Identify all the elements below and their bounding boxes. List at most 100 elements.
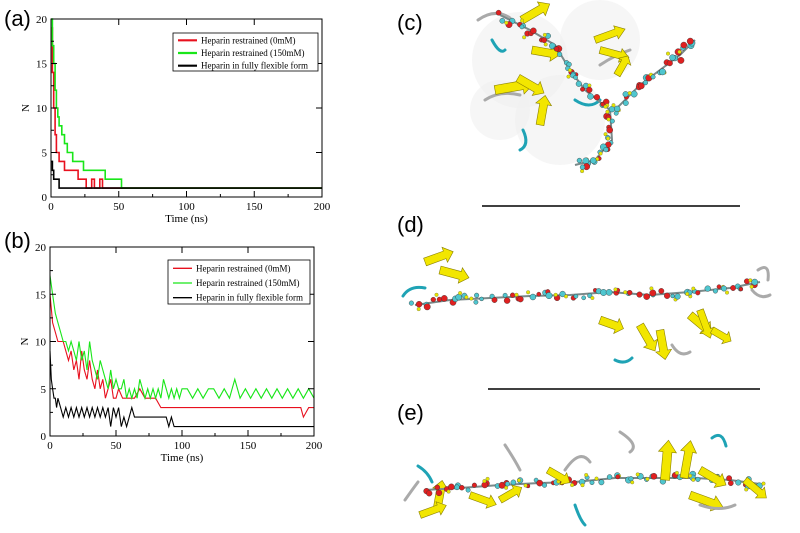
atom-sulfur: [566, 74, 571, 79]
atom: [658, 288, 665, 294]
coil-segment: [618, 430, 635, 454]
panel-label-e: (e): [397, 400, 424, 425]
y-tick-label: 20: [35, 242, 47, 254]
coil-segment: [573, 503, 587, 527]
x-tick-label: 0: [48, 201, 54, 213]
beta-strand: [742, 476, 767, 499]
atom: [674, 293, 681, 300]
atom-sulfur: [485, 476, 490, 481]
atom: [495, 9, 502, 16]
y-tick-label: 5: [42, 148, 48, 160]
atom-sulfur: [603, 104, 608, 109]
atom: [541, 37, 547, 43]
coil-segment: [518, 128, 528, 152]
legend-label-0: Heparin restrained (0mM): [201, 35, 295, 45]
atom-sulfur: [594, 476, 599, 481]
atom: [643, 80, 649, 86]
atom: [669, 54, 676, 61]
atom-sulfur: [761, 481, 766, 486]
beta-strand: [497, 484, 523, 504]
beta-strand: [709, 326, 732, 345]
molecular-structure-c-icon: [470, 0, 696, 174]
atom: [465, 487, 471, 493]
backbone: [414, 281, 761, 306]
atom: [586, 86, 593, 94]
beta-strand: [636, 322, 658, 352]
atom: [415, 301, 423, 308]
atom: [650, 472, 658, 480]
atom-sulfur: [523, 483, 528, 488]
atom: [695, 290, 701, 296]
y-tick-label: 20: [36, 14, 48, 26]
atom-sulfur: [598, 151, 603, 156]
atom-sulfur: [522, 35, 527, 40]
atom: [576, 157, 583, 164]
beta-strand: [535, 95, 553, 127]
atom: [686, 37, 694, 45]
atom-sulfur: [691, 286, 696, 291]
x-tick-label: 100: [174, 440, 191, 452]
atom-sulfur: [517, 478, 521, 483]
x-axis-label: Time (ns): [161, 452, 204, 464]
beta-strand: [545, 466, 571, 486]
atom: [434, 484, 440, 491]
atom-sulfur: [649, 286, 654, 291]
atom-sulfur: [469, 296, 474, 301]
atom-sulfur: [613, 287, 618, 292]
atom-sulfur: [587, 83, 592, 88]
x-tick-label: 200: [314, 201, 331, 213]
beta-strand: [655, 328, 673, 360]
surface-shadow: [515, 75, 605, 165]
atom-sulfur: [691, 477, 696, 482]
atom: [509, 292, 516, 298]
atom-sulfur: [635, 472, 640, 477]
atom-sulfur: [543, 42, 548, 47]
atom: [615, 474, 621, 480]
legend-box-a: [172, 32, 319, 72]
atom: [440, 295, 448, 302]
atom: [479, 296, 484, 302]
atom: [614, 105, 621, 112]
chart-a: 0 50 100 150 200 0 5 10 15 20 Time (ns) N Heparin re…: [20, 14, 331, 225]
atom-sulfur: [526, 290, 531, 295]
atom-sulfur: [542, 32, 547, 37]
x-tick-label: 200: [306, 440, 323, 452]
coil-segment: [670, 343, 692, 356]
atom: [751, 278, 759, 286]
atom: [573, 293, 579, 299]
legend-box-b: [167, 259, 311, 305]
atom: [704, 285, 711, 292]
legend-label-2: Heparin in fully flexible form: [196, 293, 303, 303]
atom: [553, 46, 560, 52]
beta-strand: [418, 501, 447, 519]
molecular-structure-d-icon: [401, 246, 772, 364]
series-line-b-0: [49, 294, 314, 419]
atom: [502, 292, 508, 298]
atom: [510, 479, 517, 486]
atom-sulfur: [580, 169, 585, 174]
atom: [721, 285, 727, 292]
atom: [630, 90, 638, 98]
atom: [448, 483, 455, 491]
atom: [728, 480, 734, 487]
atom: [593, 94, 601, 101]
chart-b: 0 50 100 150 200 0 5 10 15 20 Time (ns) N Heparin re…: [19, 242, 323, 464]
atom: [579, 164, 586, 170]
atom: [590, 157, 597, 164]
y-tick-label: 5: [41, 384, 47, 396]
atom: [716, 284, 722, 290]
atom: [600, 101, 606, 107]
atom: [491, 297, 498, 303]
atom-sulfur: [623, 290, 628, 295]
atom: [738, 286, 744, 292]
atom: [649, 289, 657, 297]
coil-segment: [756, 266, 770, 282]
series-line-b-2: [49, 350, 314, 429]
atom-sulfur: [568, 68, 572, 73]
atom-sulfur: [627, 91, 632, 96]
atom: [680, 41, 688, 49]
y-axis-label: N: [20, 104, 32, 112]
atom: [545, 292, 553, 299]
panel-label-c: (c): [397, 10, 423, 35]
